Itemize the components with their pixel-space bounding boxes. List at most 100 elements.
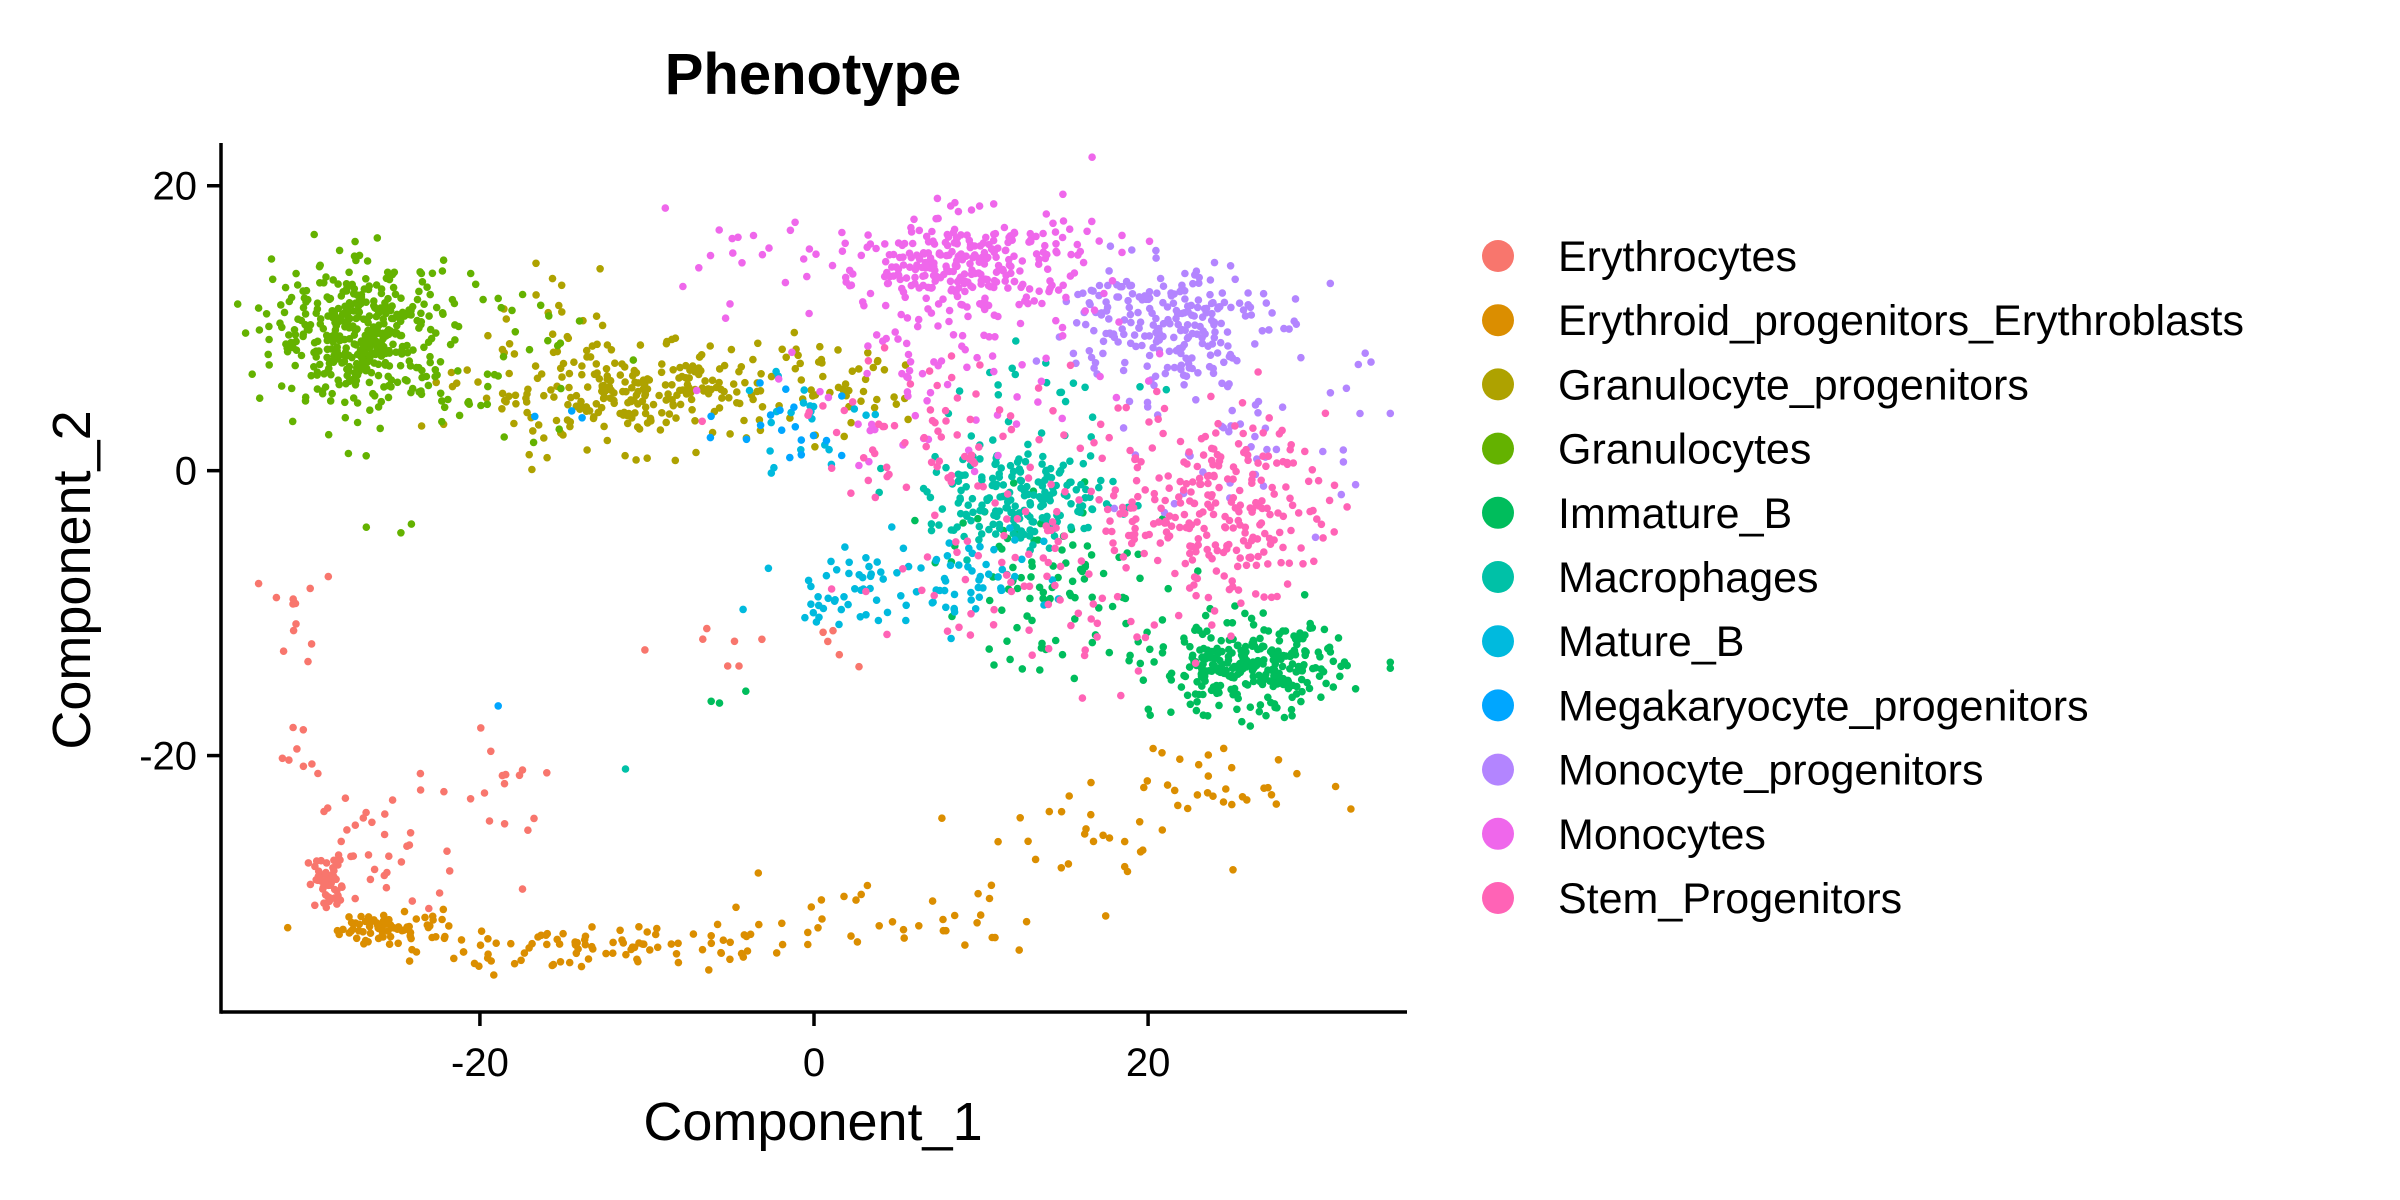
data-point: [1274, 756, 1283, 764]
data-point: [1162, 385, 1171, 394]
data-point: [436, 358, 445, 366]
data-point: [1265, 326, 1273, 334]
data-point: [841, 543, 849, 551]
legend-item: Granulocyte_progenitors: [1482, 361, 2029, 409]
data-point: [658, 409, 666, 417]
data-point: [639, 376, 648, 385]
data-point: [386, 932, 395, 941]
data-point: [528, 939, 536, 948]
data-point: [938, 814, 946, 822]
data-point: [1246, 703, 1255, 711]
data-point: [1268, 483, 1276, 492]
data-point: [1161, 496, 1169, 505]
data-point: [1042, 354, 1050, 363]
data-point: [772, 949, 781, 957]
data-point: [600, 422, 608, 431]
data-point: [967, 270, 976, 279]
data-point: [1330, 528, 1338, 536]
data-point: [529, 438, 538, 447]
data-point: [1082, 825, 1090, 833]
data-point: [382, 274, 391, 283]
data-point: [685, 384, 693, 392]
data-point: [1285, 559, 1294, 567]
data-point: [839, 385, 847, 394]
data-point: [1097, 476, 1105, 485]
data-point: [1024, 450, 1032, 458]
data-point: [902, 274, 911, 282]
data-point: [873, 395, 881, 404]
data-point: [1043, 265, 1052, 274]
data-point: [1003, 637, 1011, 645]
data-point: [1225, 540, 1233, 549]
data-point: [864, 231, 872, 239]
data-point: [1037, 377, 1046, 386]
data-point: [294, 315, 302, 324]
data-point: [1248, 475, 1256, 484]
data-point: [754, 869, 763, 877]
data-point: [1266, 540, 1275, 548]
data-point: [1222, 785, 1230, 793]
data-point: [1128, 290, 1137, 298]
data-point: [1096, 372, 1104, 381]
data-point: [316, 279, 324, 287]
data-point: [1119, 366, 1128, 375]
data-point: [797, 451, 806, 459]
data-point: [704, 389, 713, 398]
data-point: [440, 787, 448, 796]
data-point: [394, 939, 403, 948]
data-point: [1265, 414, 1273, 422]
data-point: [866, 289, 875, 298]
data-point: [927, 526, 936, 535]
data-point: [1137, 458, 1145, 466]
data-point: [1228, 800, 1236, 809]
data-point: [1208, 554, 1216, 563]
data-point: [888, 523, 896, 531]
data-point: [735, 662, 743, 670]
data-point: [847, 281, 856, 290]
data-point: [1109, 539, 1117, 547]
data-point: [1045, 287, 1053, 296]
data-point: [632, 456, 640, 464]
data-point: [966, 415, 975, 424]
data-point: [1326, 648, 1335, 656]
data-point: [1172, 314, 1180, 323]
data-point: [804, 576, 813, 585]
data-point: [351, 237, 359, 246]
data-point: [418, 366, 426, 375]
data-point: [1067, 523, 1075, 531]
data-point: [1150, 621, 1159, 629]
data-point: [1017, 573, 1025, 582]
data-point: [1093, 619, 1102, 628]
data-point: [277, 301, 285, 309]
data-point: [1013, 458, 1022, 466]
data-point: [1254, 656, 1262, 665]
data-point: [796, 359, 804, 368]
data-point: [824, 393, 833, 402]
data-point: [1229, 690, 1237, 699]
data-point: [564, 400, 572, 409]
data-point: [1232, 546, 1241, 555]
data-point: [406, 829, 415, 837]
data-point: [621, 451, 629, 460]
data-point: [1215, 701, 1223, 710]
data-point: [1207, 634, 1215, 642]
data-point: [1015, 946, 1023, 954]
data-point: [1072, 486, 1081, 494]
data-point: [1106, 242, 1115, 250]
data-point: [950, 590, 959, 599]
data-point: [1294, 509, 1303, 517]
data-point: [1054, 573, 1062, 582]
data-point: [727, 345, 736, 354]
data-point: [1258, 642, 1267, 650]
data-point: [594, 408, 603, 417]
data-point: [1242, 561, 1251, 570]
data-point: [764, 564, 773, 573]
data-point: [1113, 293, 1121, 301]
data-point: [1068, 577, 1077, 586]
data-point: [852, 896, 860, 904]
data-point: [1286, 494, 1294, 503]
data-point: [1016, 814, 1024, 822]
data-point: [405, 357, 414, 365]
data-point: [715, 365, 724, 373]
data-point: [1041, 476, 1049, 485]
